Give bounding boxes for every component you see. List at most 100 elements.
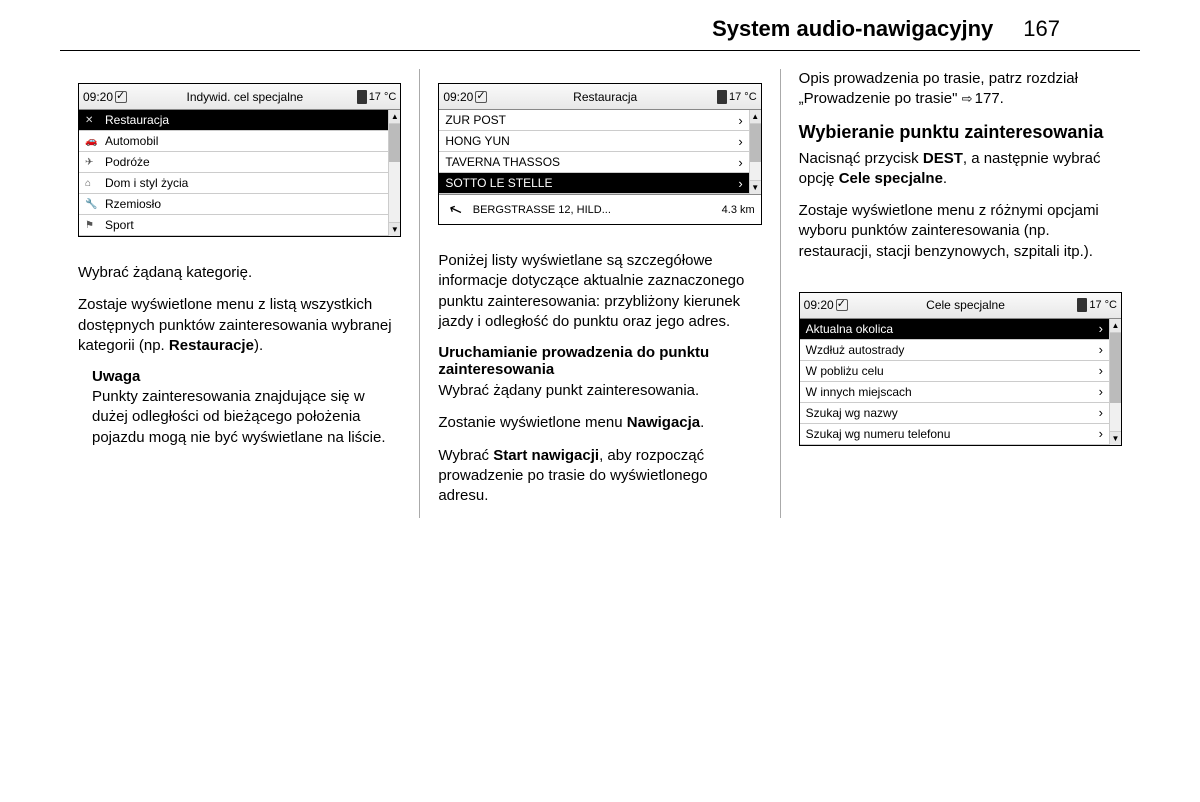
- list-item-label: TAVERNA THASSOS: [445, 155, 560, 169]
- category-icon: ✈: [85, 156, 99, 168]
- screen-temp: 17 °C: [1089, 299, 1117, 311]
- list-item[interactable]: Szukaj wg numeru telefonu›: [800, 424, 1109, 445]
- thermometer-icon: [717, 90, 727, 104]
- page-title: System audio-nawigacyjny: [712, 16, 993, 42]
- list-item[interactable]: ZUR POST ›: [439, 110, 748, 131]
- list-item[interactable]: ⚑ Sport: [79, 215, 388, 236]
- scroll-thumb[interactable]: [750, 124, 761, 162]
- screenshot-categories: 09:20 Indywid. cel specjalne 17 °C ✕ Rest…: [78, 83, 401, 237]
- list-item-label: Szukaj wg nazwy: [806, 406, 898, 420]
- list-item[interactable]: SOTTO LE STELLE ›: [439, 173, 748, 194]
- direction-arrow-icon: ↖: [446, 198, 465, 221]
- list-item[interactable]: TAVERNA THASSOS ›: [439, 152, 748, 173]
- chevron-right-icon: ›: [738, 113, 742, 128]
- list-item-label: Aktualna okolica: [806, 322, 893, 336]
- chevron-right-icon: ›: [738, 176, 742, 191]
- screen-title: Cele specjalne: [854, 298, 1078, 312]
- screen-temp: 17 °C: [729, 91, 757, 103]
- screen-time: 09:20: [804, 298, 836, 312]
- screen-header: 09:20 Indywid. cel specjalne 17 °C: [79, 84, 400, 110]
- list-item[interactable]: ⌂ Dom i styl życia: [79, 173, 388, 194]
- list-item[interactable]: 🔧 Rzemiosło: [79, 194, 388, 215]
- list-item-label: SOTTO LE STELLE: [445, 176, 552, 190]
- restaurant-list: ZUR POST›HONG YUN›TAVERNA THASSOS›SOTTO …: [439, 110, 748, 194]
- columns: 09:20 Indywid. cel specjalne 17 °C ✕ Rest…: [0, 69, 1200, 518]
- screen-body: ZUR POST›HONG YUN›TAVERNA THASSOS›SOTTO …: [439, 110, 760, 194]
- category-icon: 🚗: [85, 135, 99, 147]
- paragraph: Zostaje wyświetlone menu z różnymi opcja…: [799, 201, 1122, 262]
- column-2: 09:20 Restauracja 17 °C ZUR POST›HONG YU…: [419, 69, 779, 518]
- screenshot-restaurants: 09:20 Restauracja 17 °C ZUR POST›HONG YU…: [438, 83, 761, 225]
- list-item-label: Restauracja: [105, 113, 169, 127]
- list-item-label: Automobil: [105, 134, 158, 148]
- category-icon: ✕: [85, 114, 99, 126]
- note-body: Punkty zainteresowania znajdujące się w …: [92, 387, 401, 448]
- screen-body: ✕ Restauracja 🚗 Automobil ✈ Podróże ⌂ Dom i sty…: [79, 110, 400, 236]
- chevron-right-icon: ›: [738, 155, 742, 170]
- list-item[interactable]: Szukaj wg nazwy›: [800, 403, 1109, 424]
- thermometer-icon: [1077, 298, 1087, 312]
- chevron-right-icon: ›: [1099, 321, 1103, 336]
- list-item[interactable]: HONG YUN ›: [439, 131, 748, 152]
- paragraph: Wybrać żądaną kategorię.: [78, 263, 401, 283]
- screen-body: Aktualna okolica›Wzdłuż autostrady›W pob…: [800, 319, 1121, 445]
- scrollbar[interactable]: ▲ ▼: [1109, 319, 1121, 445]
- screen-title: Restauracja: [493, 90, 717, 104]
- check-icon: [836, 299, 848, 311]
- check-icon: [475, 91, 487, 103]
- category-icon: ⌂: [85, 177, 99, 189]
- category-list: ✕ Restauracja 🚗 Automobil ✈ Podróże ⌂ Dom i sty…: [79, 110, 388, 236]
- screen-title: Indywid. cel specjalne: [133, 90, 357, 104]
- paragraph: Opis prowadzenia po trasie, patrz rozdzi…: [799, 69, 1122, 110]
- screen-header: 09:20 Restauracja 17 °C: [439, 84, 760, 110]
- scroll-down-icon[interactable]: ▼: [750, 180, 761, 194]
- screen-time: 09:20: [83, 90, 115, 104]
- list-item[interactable]: Aktualna okolica ›: [800, 319, 1109, 340]
- scroll-up-icon[interactable]: ▲: [389, 110, 400, 124]
- paragraph: Zostanie wyświetlone menu Nawigacja.: [438, 413, 761, 433]
- paragraph: Poniżej listy wyświetlane są szczegółowe…: [438, 251, 761, 332]
- list-item[interactable]: W pobliżu celu›: [800, 361, 1109, 382]
- category-icon: 🔧: [85, 198, 99, 210]
- scroll-down-icon[interactable]: ▼: [1110, 431, 1121, 445]
- check-icon: [115, 91, 127, 103]
- paragraph: Wybrać żądany punkt zainteresowania.: [438, 381, 761, 401]
- list-item-label: Szukaj wg numeru telefonu: [806, 427, 951, 441]
- scroll-thumb[interactable]: [1110, 333, 1121, 403]
- list-item-label: W pobliżu celu: [806, 364, 884, 378]
- chevron-right-icon: ›: [738, 134, 742, 149]
- list-item-label: Rzemiosło: [105, 197, 161, 211]
- list-item[interactable]: 🚗 Automobil: [79, 131, 388, 152]
- list-item-label: Wzdłuż autostrady: [806, 343, 905, 357]
- column-3: Opis prowadzenia po trasie, patrz rozdzi…: [780, 69, 1140, 518]
- paragraph: Wybrać Start nawigacji, aby rozpocząć pr…: [438, 446, 761, 507]
- scrollbar[interactable]: ▲ ▼: [388, 110, 400, 236]
- screen-temp: 17 °C: [369, 91, 397, 103]
- scrollbar[interactable]: ▲ ▼: [749, 110, 761, 194]
- column-1: 09:20 Indywid. cel specjalne 17 °C ✕ Rest…: [60, 69, 419, 518]
- note-heading: Uwaga: [92, 368, 401, 385]
- list-item-label: HONG YUN: [445, 134, 509, 148]
- list-item-label: W innych miejscach: [806, 385, 912, 399]
- scroll-down-icon[interactable]: ▼: [389, 222, 400, 236]
- subheading: Uruchamianie prowadzenia do punktu zaint…: [438, 344, 761, 378]
- scroll-up-icon[interactable]: ▲: [750, 110, 761, 124]
- page-header: System audio-nawigacyjny 167: [60, 0, 1140, 51]
- paragraph: Zostaje wyświetlone menu z listą wszystk…: [78, 295, 401, 356]
- list-item[interactable]: ✈ Podróże: [79, 152, 388, 173]
- list-item-label: ZUR POST: [445, 113, 506, 127]
- list-item-label: Dom i styl życia: [105, 176, 188, 190]
- scroll-up-icon[interactable]: ▲: [1110, 319, 1121, 333]
- thermometer-icon: [357, 90, 367, 104]
- category-icon: ⚑: [85, 219, 99, 231]
- list-item[interactable]: ✕ Restauracja: [79, 110, 388, 131]
- detail-address: BERGSTRASSE 12, HILD...: [473, 204, 611, 216]
- list-item-label: Podróże: [105, 155, 150, 169]
- list-item-label: Sport: [105, 218, 134, 232]
- screen-detail: ↖ BERGSTRASSE 12, HILD... 4.3 km: [439, 194, 760, 224]
- list-item[interactable]: Wzdłuż autostrady›: [800, 340, 1109, 361]
- detail-distance: 4.3 km: [722, 204, 755, 216]
- page-number: 167: [1023, 16, 1060, 42]
- list-item[interactable]: W innych miejscach›: [800, 382, 1109, 403]
- scroll-thumb[interactable]: [389, 124, 400, 162]
